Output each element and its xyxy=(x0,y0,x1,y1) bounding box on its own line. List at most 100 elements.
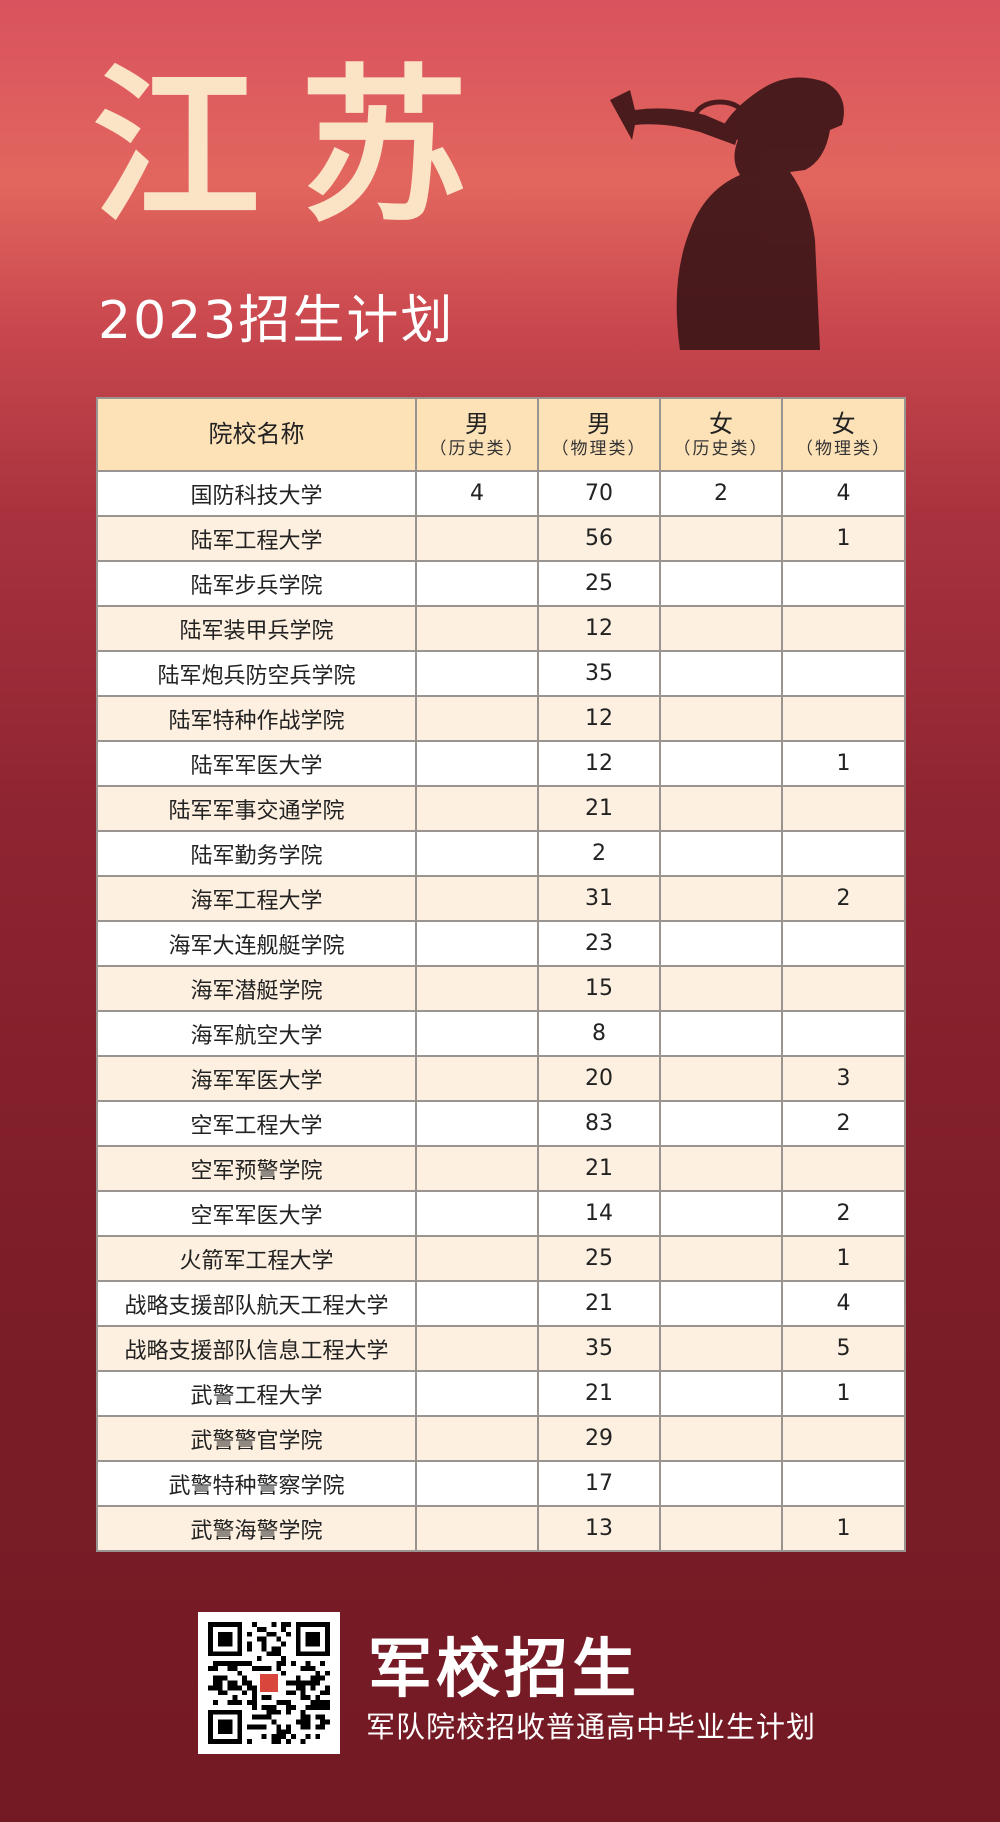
table-row: 陆军军医大学 12 1 xyxy=(96,740,906,787)
quota-cell xyxy=(415,1280,539,1327)
quota-cell xyxy=(781,965,906,1012)
table-row: 空军工程大学 83 2 xyxy=(96,1100,906,1147)
quota-cell xyxy=(781,1460,906,1507)
quota-cell: 20 xyxy=(537,1055,661,1102)
table-row: 海军航空大学 8 xyxy=(96,1010,906,1057)
quota-cell xyxy=(659,1010,783,1057)
quota-cell: 17 xyxy=(537,1460,661,1507)
school-name-cell: 陆军工程大学 xyxy=(96,515,417,562)
page-subtitle: 2023招生计划 xyxy=(98,291,455,351)
school-name-cell: 战略支援部队航天工程大学 xyxy=(96,1280,417,1327)
quota-cell: 2 xyxy=(659,470,783,517)
quota-cell: 21 xyxy=(537,1370,661,1417)
quota-cell xyxy=(415,1325,539,1372)
school-name-cell: 武警工程大学 xyxy=(96,1370,417,1417)
quota-cell xyxy=(781,650,906,697)
school-name-cell: 国防科技大学 xyxy=(96,470,417,517)
quota-cell: 4 xyxy=(781,1280,906,1327)
school-name-cell: 海军大连舰艇学院 xyxy=(96,920,417,967)
quota-cell: 25 xyxy=(537,560,661,607)
table-row: 空军预警学院 21 xyxy=(96,1145,906,1192)
bugler-silhouette-icon xyxy=(610,77,844,350)
quota-cell: 2 xyxy=(781,875,906,922)
quota-cell xyxy=(659,1145,783,1192)
quota-cell xyxy=(415,1145,539,1192)
quota-cell: 1 xyxy=(781,1235,906,1282)
school-name-cell: 陆军炮兵防空兵学院 xyxy=(96,650,417,697)
quota-cell: 15 xyxy=(537,965,661,1012)
quota-cell xyxy=(659,1100,783,1147)
quota-cell xyxy=(659,965,783,1012)
table-row: 战略支援部队航天工程大学 21 4 xyxy=(96,1280,906,1327)
quota-cell xyxy=(659,875,783,922)
quota-cell: 13 xyxy=(537,1505,661,1552)
table-row: 国防科技大学 4 70 2 4 xyxy=(96,470,906,517)
quota-cell xyxy=(415,605,539,652)
quota-cell xyxy=(415,695,539,742)
quota-cell: 5 xyxy=(781,1325,906,1372)
quota-cell xyxy=(781,1010,906,1057)
quota-cell xyxy=(415,875,539,922)
column-header: 男（历史类） xyxy=(415,397,539,472)
table-row: 武警海警学院 13 1 xyxy=(96,1505,906,1552)
column-header-main: 女 xyxy=(709,409,733,438)
quota-cell xyxy=(415,1190,539,1237)
quota-cell xyxy=(415,560,539,607)
quota-cell: 12 xyxy=(537,605,661,652)
quota-cell xyxy=(415,1100,539,1147)
quota-cell: 2 xyxy=(537,830,661,877)
table-row: 武警特种警察学院 17 xyxy=(96,1460,906,1507)
column-header-main: 男 xyxy=(587,409,611,438)
school-name-cell: 空军军医大学 xyxy=(96,1190,417,1237)
school-name-cell: 武警警官学院 xyxy=(96,1415,417,1462)
quota-cell: 2 xyxy=(781,1100,906,1147)
quota-cell: 83 xyxy=(537,1100,661,1147)
school-name-cell: 空军预警学院 xyxy=(96,1145,417,1192)
quota-cell xyxy=(415,785,539,832)
quota-cell xyxy=(659,1370,783,1417)
table-row: 空军军医大学 14 2 xyxy=(96,1190,906,1237)
brand-name: 军校招生 xyxy=(368,1633,640,1707)
quota-cell xyxy=(659,1235,783,1282)
school-name-cell: 陆军装甲兵学院 xyxy=(96,605,417,652)
quota-cell: 21 xyxy=(537,785,661,832)
quota-cell: 35 xyxy=(537,650,661,697)
school-name-cell: 战略支援部队信息工程大学 xyxy=(96,1325,417,1372)
column-header: 女（历史类） xyxy=(659,397,783,472)
quota-cell: 21 xyxy=(537,1145,661,1192)
quota-cell xyxy=(659,560,783,607)
quota-cell xyxy=(781,605,906,652)
quota-cell xyxy=(781,785,906,832)
table-row: 陆军勤务学院 2 xyxy=(96,830,906,877)
column-header-main: 女 xyxy=(831,409,856,438)
quota-cell xyxy=(415,1460,539,1507)
school-name-cell: 陆军特种作战学院 xyxy=(96,695,417,742)
quota-cell xyxy=(781,1145,906,1192)
table-row: 海军军医大学 20 3 xyxy=(96,1055,906,1102)
quota-cell xyxy=(781,920,906,967)
qr-code-icon xyxy=(208,1622,330,1744)
table-row: 陆军装甲兵学院 12 xyxy=(96,605,906,652)
quota-cell: 3 xyxy=(781,1055,906,1102)
quota-cell xyxy=(415,965,539,1012)
table-row: 武警工程大学 21 1 xyxy=(96,1370,906,1417)
table-row: 陆军工程大学 56 1 xyxy=(96,515,906,562)
quota-cell xyxy=(415,1415,539,1462)
quota-cell xyxy=(659,1190,783,1237)
column-header: 女（物理类） xyxy=(781,397,906,472)
quota-cell: 1 xyxy=(781,1370,906,1417)
brand-slogan: 军队院校招收普通高中毕业生计划 xyxy=(366,1710,817,1744)
quota-cell: 12 xyxy=(537,740,661,787)
quota-cell xyxy=(415,830,539,877)
quota-cell: 4 xyxy=(781,470,906,517)
quota-cell xyxy=(659,515,783,562)
table-row: 武警警官学院 29 xyxy=(96,1415,906,1462)
quota-cell: 29 xyxy=(537,1415,661,1462)
quota-cell xyxy=(659,1505,783,1552)
quota-cell: 56 xyxy=(537,515,661,562)
page-title: 江苏 xyxy=(92,47,508,245)
column-header-main: 院校名称 xyxy=(208,420,305,449)
school-name-cell: 海军潜艇学院 xyxy=(96,965,417,1012)
quota-cell xyxy=(659,740,783,787)
quota-cell xyxy=(659,605,783,652)
